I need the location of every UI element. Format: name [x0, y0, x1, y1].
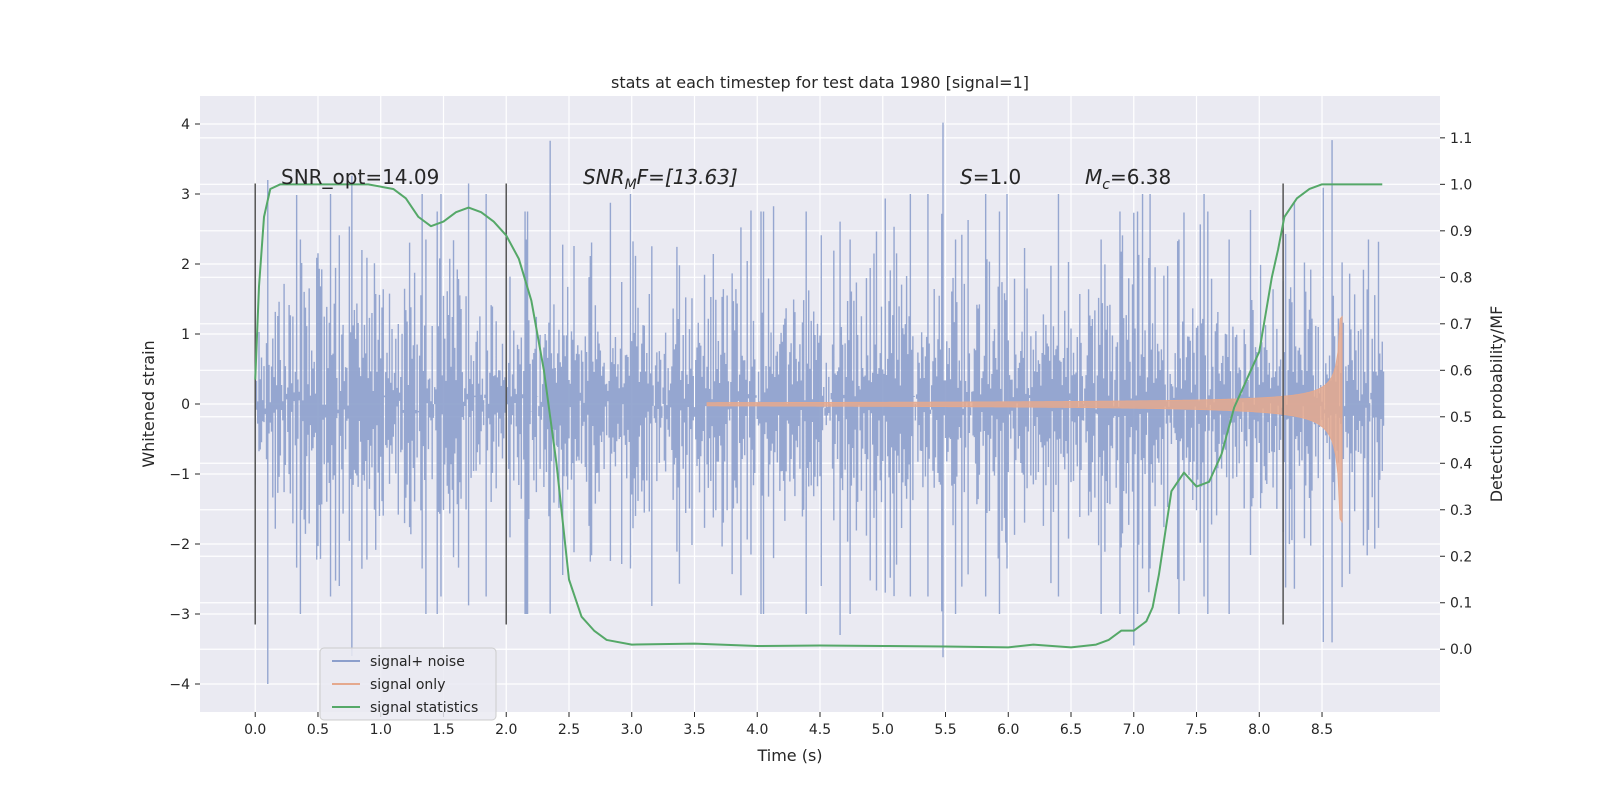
y-right-tick-label: 0.9	[1450, 224, 1472, 240]
x-tick-label: 2.5	[558, 722, 580, 738]
annotation-s-value: =1.0	[973, 165, 1022, 189]
x-axis-label: Time (s)	[756, 746, 822, 765]
y-tick-label: −4	[169, 677, 190, 693]
y-tick-label: 4	[181, 117, 190, 133]
annotation-s: S=1.0	[960, 165, 1021, 189]
x-tick-label: 1.5	[432, 722, 454, 738]
y-right-tick-label: 0.0	[1450, 642, 1472, 658]
x-tick-label: 1.0	[370, 722, 392, 738]
x-tick-label: 4.5	[809, 722, 831, 738]
x-tick-label: 0.0	[244, 722, 266, 738]
y-right-tick-label: 1.0	[1450, 177, 1472, 193]
x-tick-label: 7.0	[1123, 722, 1145, 738]
y-right-tick-label: 1.1	[1450, 131, 1472, 147]
legend-label-signal-statistics: signal statistics	[370, 700, 478, 716]
y-axis-ticks: −4 −3 −2 −1 0 1 2 3 4	[169, 117, 200, 693]
annotation-snr-mf-f: F=[13.63]	[637, 165, 738, 189]
annotation-mc: Mc=6.38	[1085, 165, 1171, 193]
annotation-snr-mf: SNRMF=[13.63]	[583, 165, 738, 193]
legend-box	[319, 647, 497, 721]
x-tick-label: 3.5	[683, 722, 705, 738]
x-tick-label: 8.5	[1311, 722, 1333, 738]
y-tick-label: −3	[169, 607, 190, 623]
y-right-tick-label: 0.3	[1450, 503, 1472, 519]
signal-only-envelope	[706, 315, 1343, 524]
y-right-tick-label: 0.4	[1450, 456, 1472, 472]
annotation-mc-sub: c	[1102, 177, 1110, 193]
annotation-snr-opt: SNR_opt=14.09	[281, 165, 439, 189]
y-right-axis-label: Detection probability/MF	[1487, 306, 1506, 503]
annotation-snr-mf-sub: M	[625, 177, 637, 193]
annotation-mc-main: M	[1085, 165, 1102, 189]
y-tick-label: −1	[169, 467, 190, 483]
y-right-tick-label: 0.6	[1450, 363, 1472, 379]
y-tick-label: 3	[181, 187, 190, 203]
signal-statistics-series	[254, 183, 1383, 649]
signal-statistics-line	[254, 183, 1383, 649]
x-tick-label: 6.5	[1060, 722, 1082, 738]
legend-label-signal-only: signal only	[370, 677, 445, 693]
x-tick-label: 2.0	[495, 722, 517, 738]
y-right-tick-label: 0.5	[1450, 410, 1472, 426]
signal-only-series	[706, 315, 1343, 524]
y-right-tick-label: 0.1	[1450, 596, 1472, 612]
x-tick-label: 7.5	[1185, 722, 1207, 738]
x-tick-label: 8.0	[1248, 722, 1270, 738]
x-tick-label: 5.5	[934, 722, 956, 738]
annotation-snr-mf-main: SNR	[583, 165, 625, 189]
legend-label-signal-noise: signal+ noise	[370, 654, 465, 670]
chart-title: stats at each timestep for test data 198…	[611, 73, 1029, 92]
y-tick-label: 1	[181, 327, 190, 343]
right-y-axis-ticks: 0.0 0.1 0.2 0.3 0.4 0.5 0.6 0.7 0.8 0.9 1.0 1.1	[1440, 131, 1472, 658]
legend: signal+ noise signal only signal statist…	[319, 647, 497, 721]
annotation-s-main: S	[960, 165, 973, 189]
y-right-tick-label: 0.2	[1450, 549, 1472, 565]
y-tick-label: 0	[181, 397, 190, 413]
x-tick-label: 0.5	[307, 722, 329, 738]
x-tick-label: 5.0	[872, 722, 894, 738]
x-tick-label: 4.0	[746, 722, 768, 738]
annotation-mc-value: =6.38	[1110, 165, 1171, 189]
y-tick-label: 2	[181, 257, 190, 273]
y-right-tick-label: 0.7	[1450, 317, 1472, 333]
x-axis-ticks: 0.0 0.5 1.0 1.5 2.0 2.5 3.0 3.5 4.0 4.5 5.0 5.5 6.0 6…	[244, 712, 1333, 738]
y-tick-label: −2	[169, 537, 190, 553]
y-axis-label: Whitened strain	[139, 340, 158, 467]
x-tick-label: 6.0	[997, 722, 1019, 738]
y-right-tick-label: 0.8	[1450, 270, 1472, 286]
vertical-markers	[254, 183, 1284, 625]
x-tick-label: 3.0	[621, 722, 643, 738]
